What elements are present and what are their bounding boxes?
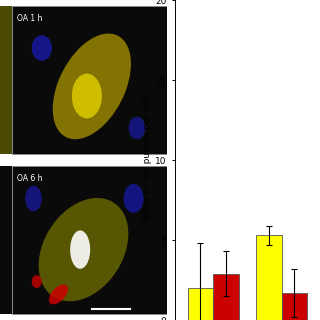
Ellipse shape [32, 35, 52, 61]
Ellipse shape [49, 284, 68, 304]
Text: OA 1 h: OA 1 h [17, 14, 42, 23]
Ellipse shape [124, 184, 144, 213]
Bar [0, 6, 12, 154]
Bar [256, 235, 282, 320]
Ellipse shape [39, 198, 128, 301]
Y-axis label: Yellow or red puncta per cell: Yellow or red puncta per cell [143, 96, 152, 224]
Bar [12, 6, 167, 154]
Ellipse shape [53, 34, 131, 139]
Ellipse shape [129, 117, 145, 139]
Bar [282, 293, 307, 320]
Bar [188, 288, 213, 320]
Ellipse shape [32, 275, 42, 288]
Ellipse shape [25, 186, 42, 211]
Bar [12, 166, 167, 314]
Text: OA 6 h: OA 6 h [17, 174, 42, 183]
Ellipse shape [70, 230, 90, 269]
Ellipse shape [72, 74, 102, 118]
Bar [213, 274, 239, 320]
Bar [0, 166, 12, 314]
